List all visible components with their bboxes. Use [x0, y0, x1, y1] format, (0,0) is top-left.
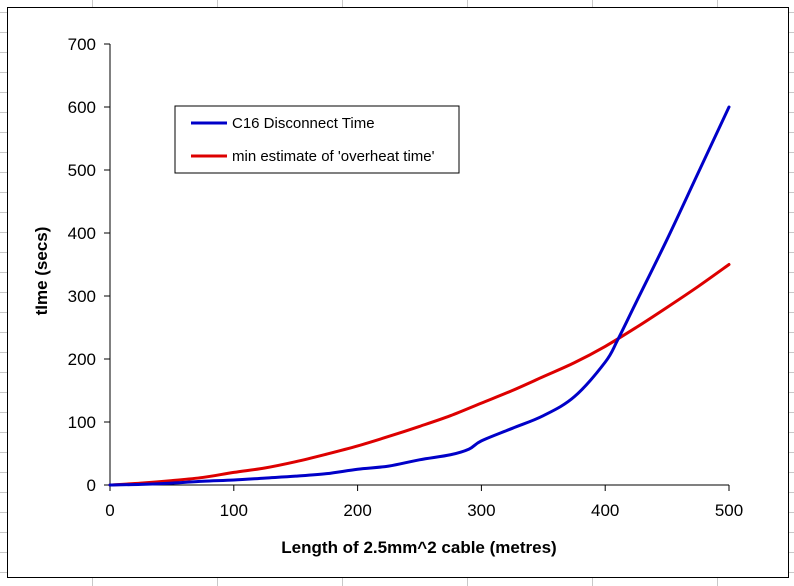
y-axis-title: tIme (secs) — [32, 227, 51, 316]
y-tick-label: 700 — [68, 35, 96, 54]
y-tick-label: 0 — [87, 476, 96, 495]
plot-svg: 0 100 200 300 400 500 600 700 0 100 200 300 400 500 C… — [32, 35, 744, 557]
axes: 0 100 200 300 400 500 600 700 0 100 200 300 400 500 — [68, 35, 744, 520]
x-tick-label: 100 — [220, 501, 248, 520]
chart-area[interactable]: 0 100 200 300 400 500 600 700 0 100 200 300 400 500 C… — [7, 7, 789, 578]
x-tick-label: 400 — [591, 501, 619, 520]
x-tick-label: 200 — [343, 501, 371, 520]
y-tick-label: 100 — [68, 413, 96, 432]
legend[interactable]: C16 Disconnect Time min estimate of 'ove… — [174, 105, 460, 174]
y-tick-label: 600 — [68, 98, 96, 117]
y-tick-label: 300 — [68, 287, 96, 306]
y-tick-label: 400 — [68, 224, 96, 243]
x-tick-label: 300 — [467, 501, 495, 520]
legend-label-c16: C16 Disconnect Time — [232, 115, 375, 132]
x-tick-label: 500 — [715, 501, 743, 520]
y-tick-label: 200 — [68, 350, 96, 369]
x-axis-title: Length of 2.5mm^2 cable (metres) — [281, 538, 556, 557]
series-line-c16-disconnect — [108, 105, 731, 487]
series-layer — [108, 105, 731, 487]
legend-label-overheat: min estimate of 'overheat time' — [232, 148, 435, 165]
legend-box — [174, 105, 460, 174]
x-tick-label: 0 — [105, 501, 114, 520]
y-tick-label: 500 — [68, 161, 96, 180]
series-line-overheat-estimate — [108, 263, 731, 487]
